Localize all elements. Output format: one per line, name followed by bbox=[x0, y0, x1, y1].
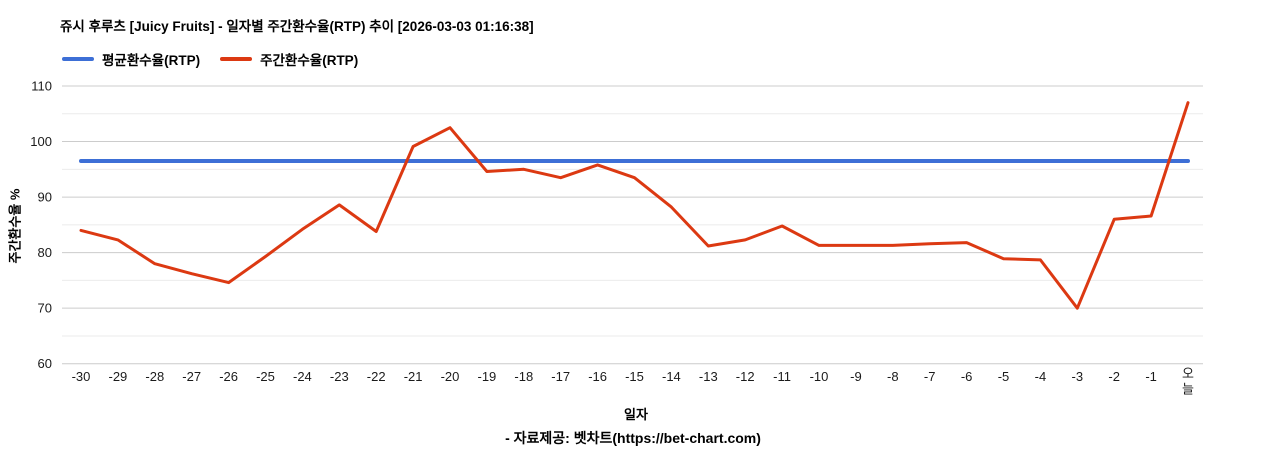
y-tick-label: 60 bbox=[38, 356, 52, 371]
x-tick-label: -25 bbox=[256, 369, 275, 384]
legend-item-weekly-rtp: 주간환수율(RTP) bbox=[220, 49, 358, 69]
x-tick-label: -27 bbox=[182, 369, 201, 384]
x-tick-label: -10 bbox=[810, 369, 829, 384]
y-tick-label: 90 bbox=[38, 190, 52, 205]
y-tick-label: 80 bbox=[38, 245, 52, 260]
x-tick-label: -6 bbox=[961, 369, 973, 384]
chart-title: 쥬시 후루츠 [Juicy Fruits] - 일자별 주간환수율(RTP) 추… bbox=[60, 19, 534, 34]
x-tick-label: -18 bbox=[514, 369, 533, 384]
legend-line-swatch bbox=[220, 57, 253, 61]
x-tick-label: -5 bbox=[998, 369, 1010, 384]
x-tick-label: -12 bbox=[736, 369, 755, 384]
legend-item-average-rtp: 평균환수율(RTP) bbox=[62, 49, 200, 69]
y-tick-label: 100 bbox=[30, 134, 52, 149]
x-tick-label: -29 bbox=[109, 369, 128, 384]
x-tick-label: -3 bbox=[1072, 369, 1084, 384]
x-tick-label: -20 bbox=[441, 369, 460, 384]
x-tick-label: -17 bbox=[551, 369, 570, 384]
x-tick-label: -2 bbox=[1108, 369, 1120, 384]
legend-line-swatch bbox=[62, 57, 94, 61]
x-tick-label: -8 bbox=[887, 369, 899, 384]
x-tick-label: -11 bbox=[773, 369, 791, 384]
x-tick-label: -23 bbox=[330, 369, 349, 384]
x-tick-label: -28 bbox=[145, 369, 164, 384]
x-tick-label: -7 bbox=[924, 369, 936, 384]
x-tick-label: -21 bbox=[404, 369, 423, 384]
x-tick-label: -30 bbox=[72, 369, 91, 384]
y-tick-label: 70 bbox=[38, 301, 52, 316]
x-tick-label: -1 bbox=[1145, 369, 1157, 384]
x-tick-label: -9 bbox=[850, 369, 862, 384]
x-tick-label: -24 bbox=[293, 369, 312, 384]
x-tick-label: -16 bbox=[588, 369, 607, 384]
x-tick-label: -15 bbox=[625, 369, 644, 384]
legend-label: 주간환수율(RTP) bbox=[260, 53, 359, 68]
legend: 평균환수율(RTP) 주간환수율(RTP) bbox=[62, 49, 358, 69]
x-tick-label: -22 bbox=[367, 369, 386, 384]
data-source-credit: - 자료제공: 벳차트(https://bet-chart.com) bbox=[505, 430, 761, 446]
x-tick-label-today: 오 bbox=[1182, 366, 1194, 381]
x-axis-title: 일자 bbox=[624, 407, 648, 422]
x-tick-label-today: 늘 bbox=[1182, 382, 1194, 397]
x-tick-label: -26 bbox=[219, 369, 238, 384]
x-tick-label: -19 bbox=[478, 369, 497, 384]
x-tick-label: -14 bbox=[662, 369, 681, 384]
weekly-rtp-line[interactable] bbox=[79, 101, 1190, 310]
x-tick-label: -13 bbox=[699, 369, 718, 384]
y-tick-label: 110 bbox=[31, 79, 52, 94]
x-tick-label: -4 bbox=[1035, 369, 1047, 384]
legend-label: 평균환수율(RTP) bbox=[102, 53, 201, 68]
